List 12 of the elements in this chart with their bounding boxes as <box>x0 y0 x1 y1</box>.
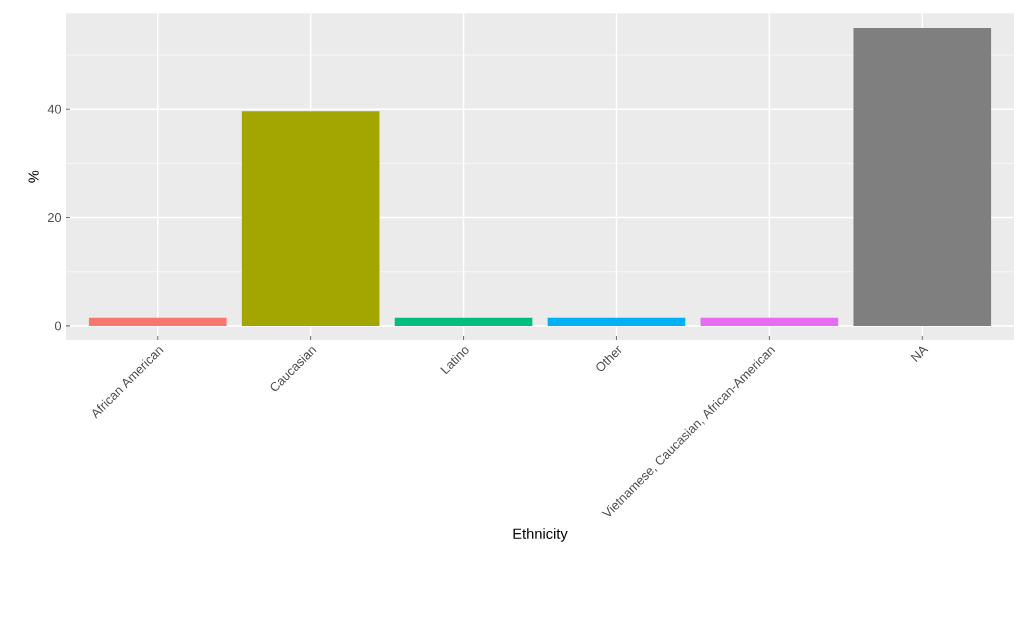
bar <box>547 317 686 326</box>
bar <box>853 27 992 326</box>
bar <box>700 317 839 326</box>
y-tick-label: 0 <box>54 321 62 331</box>
y-tick-label: 40 <box>47 104 62 114</box>
y-axis-title: % <box>28 170 39 183</box>
bar <box>241 111 380 326</box>
bar <box>88 317 227 326</box>
x-axis-title: Ethnicity <box>513 527 568 542</box>
x-tick-label: NA <box>910 346 929 362</box>
y-tick-label: 20 <box>48 212 62 222</box>
bar <box>394 317 533 326</box>
